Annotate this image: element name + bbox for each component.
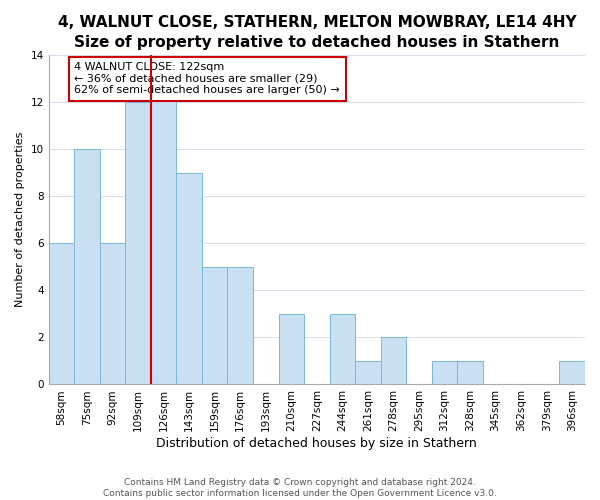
Text: 4 WALNUT CLOSE: 122sqm
← 36% of detached houses are smaller (29)
62% of semi-det: 4 WALNUT CLOSE: 122sqm ← 36% of detached… [74, 62, 340, 96]
Bar [432, 361, 457, 384]
Bar [74, 149, 100, 384]
Bar [125, 102, 151, 385]
Bar [202, 267, 227, 384]
Title: 4, WALNUT CLOSE, STATHERN, MELTON MOWBRAY, LE14 4HY
Size of property relative to: 4, WALNUT CLOSE, STATHERN, MELTON MOWBRA… [58, 15, 576, 50]
Bar [559, 361, 585, 384]
Bar [49, 244, 74, 384]
Bar [151, 78, 176, 384]
Bar [100, 244, 125, 384]
Bar [329, 314, 355, 384]
Bar [380, 338, 406, 384]
Bar [457, 361, 483, 384]
Bar [227, 267, 253, 384]
Text: Contains HM Land Registry data © Crown copyright and database right 2024.
Contai: Contains HM Land Registry data © Crown c… [103, 478, 497, 498]
X-axis label: Distribution of detached houses by size in Stathern: Distribution of detached houses by size … [157, 437, 477, 450]
Y-axis label: Number of detached properties: Number of detached properties [15, 132, 25, 308]
Bar [176, 172, 202, 384]
Bar [278, 314, 304, 384]
Bar [355, 361, 380, 384]
